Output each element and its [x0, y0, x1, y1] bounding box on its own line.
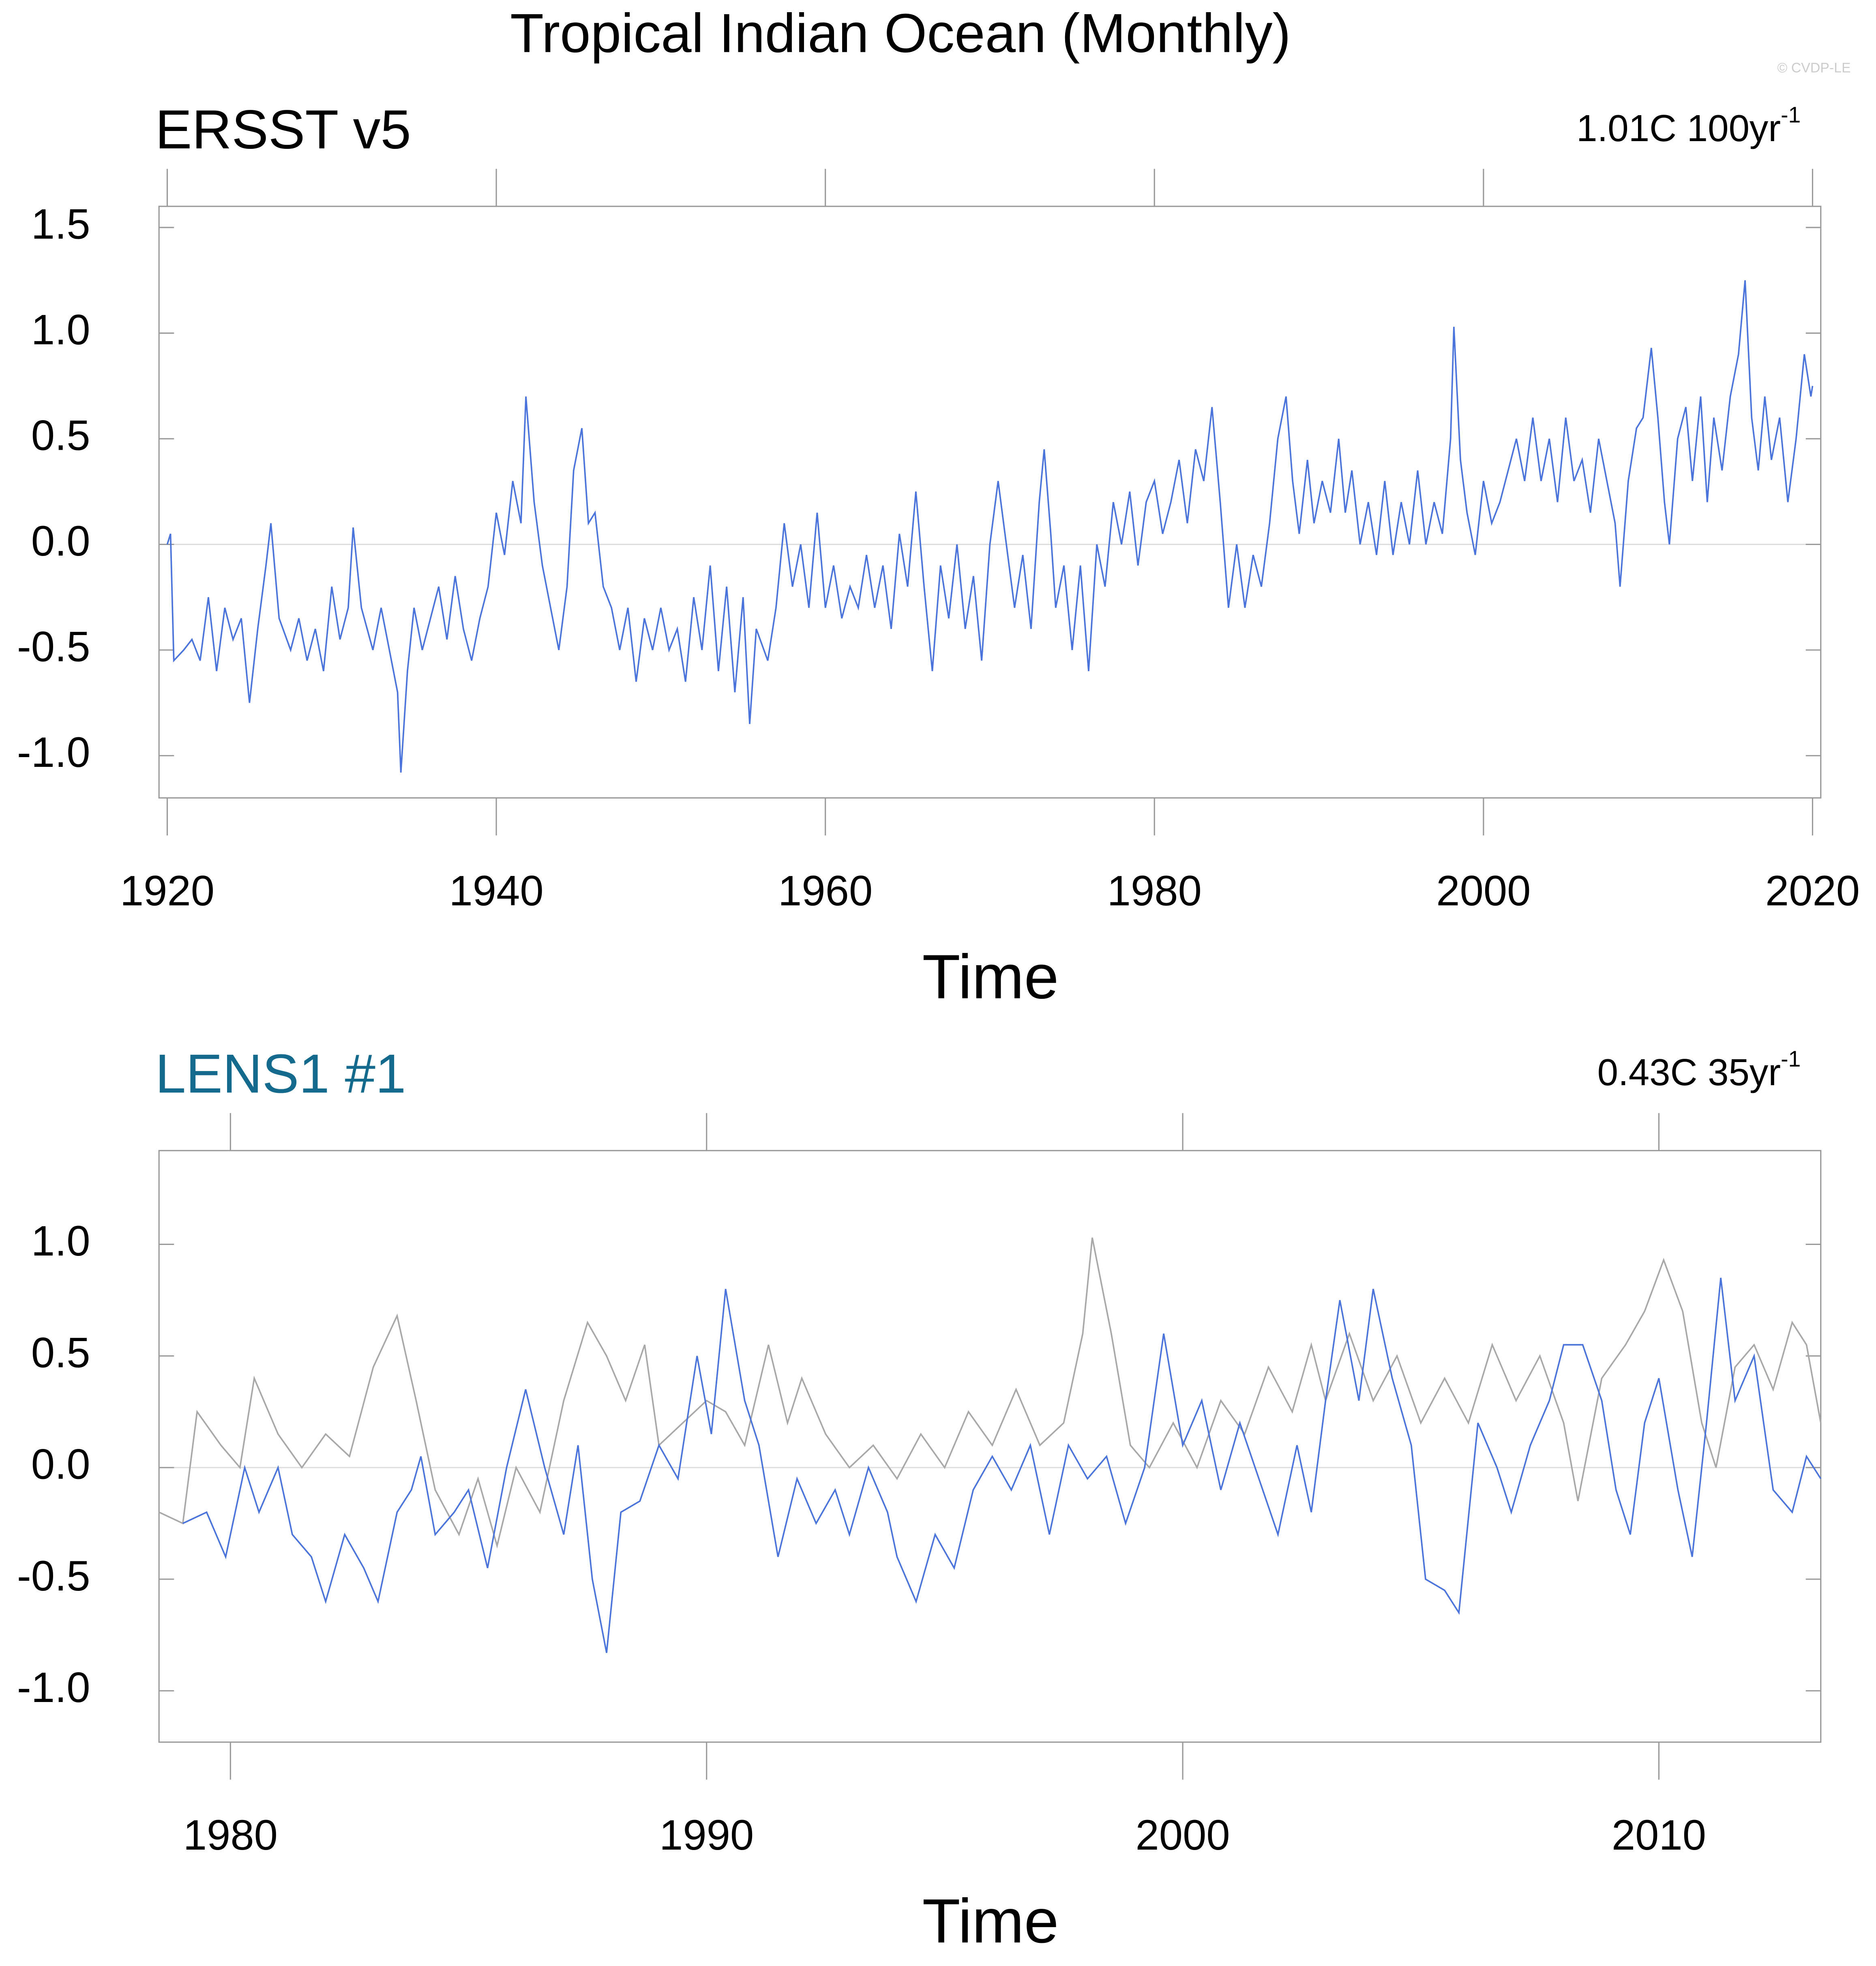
y-tick-label: 0.5 — [31, 412, 90, 459]
x-tick-label: 1980 — [183, 1811, 278, 1859]
trend-text: 1.01C 100yr — [1576, 107, 1781, 149]
panel-title: ERSST v5 — [155, 99, 411, 160]
plot-frame — [158, 206, 1822, 799]
y-tick-label: -0.5 — [17, 623, 90, 671]
x-tick-label: 1940 — [449, 867, 543, 915]
y-tick-label: 0.0 — [31, 1441, 90, 1488]
x-axis-label: Time — [922, 942, 1059, 1012]
x-tick-label: 1990 — [659, 1811, 754, 1859]
series-line — [159, 1237, 1822, 1549]
y-tick-label: 0.0 — [31, 517, 90, 565]
y-tick-label: -1.0 — [17, 729, 90, 776]
y-tick-label: 0.5 — [31, 1329, 90, 1376]
trend-exponent: -1 — [1781, 102, 1801, 127]
plot-frame — [158, 1150, 1822, 1743]
series-line — [182, 1277, 1822, 1653]
trend-label: 0.43C 35yr-1 — [1597, 1046, 1801, 1094]
x-tick-label: 2000 — [1135, 1811, 1230, 1859]
y-tick-label: 1.0 — [31, 1217, 90, 1265]
x-tick-label: 2000 — [1436, 867, 1531, 915]
y-tick-label: -1.0 — [17, 1664, 90, 1711]
y-tick-label: 1.0 — [31, 306, 90, 354]
y-tick-label: -0.5 — [17, 1552, 90, 1600]
credit: © CVDP-LE — [1777, 60, 1850, 76]
x-tick-label: 1920 — [120, 867, 214, 915]
panel-title: LENS1 #1 — [155, 1043, 406, 1104]
trend-exponent: -1 — [1781, 1046, 1801, 1071]
x-tick-label: 1980 — [1107, 867, 1202, 915]
x-tick-label: 2020 — [1765, 867, 1860, 915]
x-tick-label: 1960 — [778, 867, 873, 915]
series-line — [166, 280, 1814, 773]
trend-label: 1.01C 100yr-1 — [1576, 102, 1801, 149]
trend-text: 0.43C 35yr — [1597, 1052, 1781, 1094]
x-tick-label: 2010 — [1612, 1811, 1706, 1859]
y-tick-label: 1.5 — [31, 201, 90, 248]
figure-title: Tropical Indian Ocean (Monthly) — [510, 2, 1291, 64]
x-axis-label: Time — [922, 1886, 1059, 1956]
